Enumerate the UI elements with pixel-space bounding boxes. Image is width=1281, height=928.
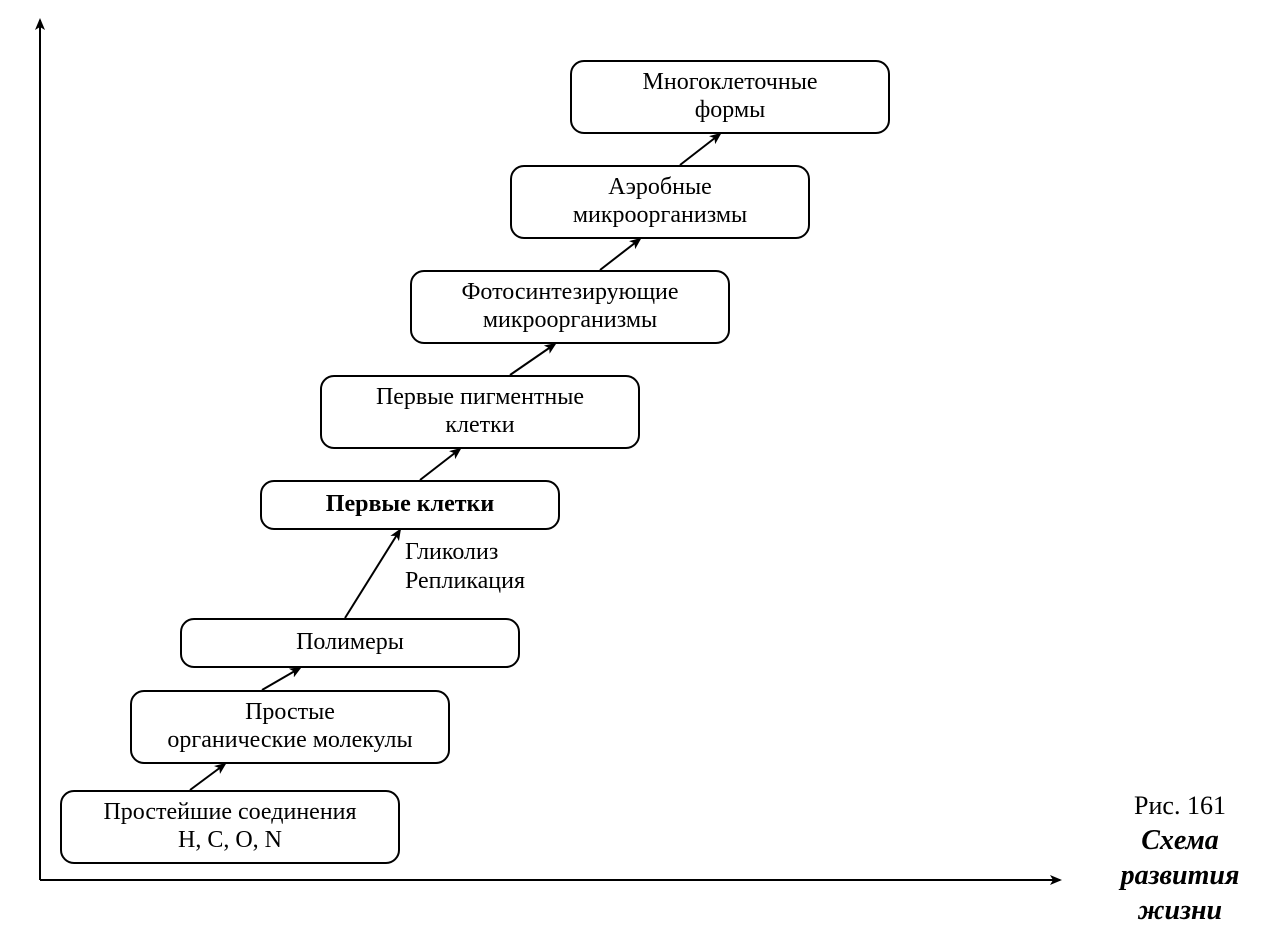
edge-arrow bbox=[345, 530, 400, 618]
flow-node-label: Первые пигментныеклетки bbox=[330, 384, 630, 439]
edge-arrow bbox=[420, 449, 460, 480]
diagram-canvas: Простейшие соединенияH, C, O, N Простыеор… bbox=[0, 0, 1281, 917]
flow-node-label: Простейшие соединенияH, C, O, N bbox=[70, 799, 390, 854]
flow-node-label: Фотосинтезирующиемикроорганизмы bbox=[420, 279, 720, 334]
flow-node-label: Первые клетки bbox=[270, 491, 550, 519]
flow-node-n1: Простейшие соединенияH, C, O, N bbox=[60, 790, 400, 864]
flow-node-label: Многоклеточныеформы bbox=[580, 69, 880, 124]
figure-caption: Рис. 161 Схемаразвитияжизни bbox=[1085, 790, 1275, 928]
flow-node-n5: Первые пигментныеклетки bbox=[320, 375, 640, 449]
flow-node-n6: Фотосинтезирующиемикроорганизмы bbox=[410, 270, 730, 344]
flow-node-label: Полимеры bbox=[190, 629, 510, 657]
figure-number: Рис. 161 bbox=[1085, 790, 1275, 823]
flow-node-label: Простыеорганические молекулы bbox=[140, 699, 440, 754]
edge-arrow bbox=[190, 764, 225, 790]
edge-arrow bbox=[600, 239, 640, 270]
edge-arrow bbox=[510, 344, 555, 375]
flow-node-n2: Простыеорганические молекулы bbox=[130, 690, 450, 764]
flow-node-n8: Многоклеточныеформы bbox=[570, 60, 890, 134]
flow-node-n3: Полимеры bbox=[180, 618, 520, 668]
edge-arrow bbox=[262, 668, 300, 690]
flow-node-n7: Аэробныемикроорганизмы bbox=[510, 165, 810, 239]
edge-arrow bbox=[680, 134, 720, 165]
figure-title: Схемаразвитияжизни bbox=[1085, 823, 1275, 928]
axes-and-arrows bbox=[0, 0, 1281, 917]
flow-node-n4: Первые клетки bbox=[260, 480, 560, 530]
flow-node-label: Аэробныемикроорганизмы bbox=[520, 174, 800, 229]
edge-label: ГликолизРепликация bbox=[405, 538, 525, 596]
